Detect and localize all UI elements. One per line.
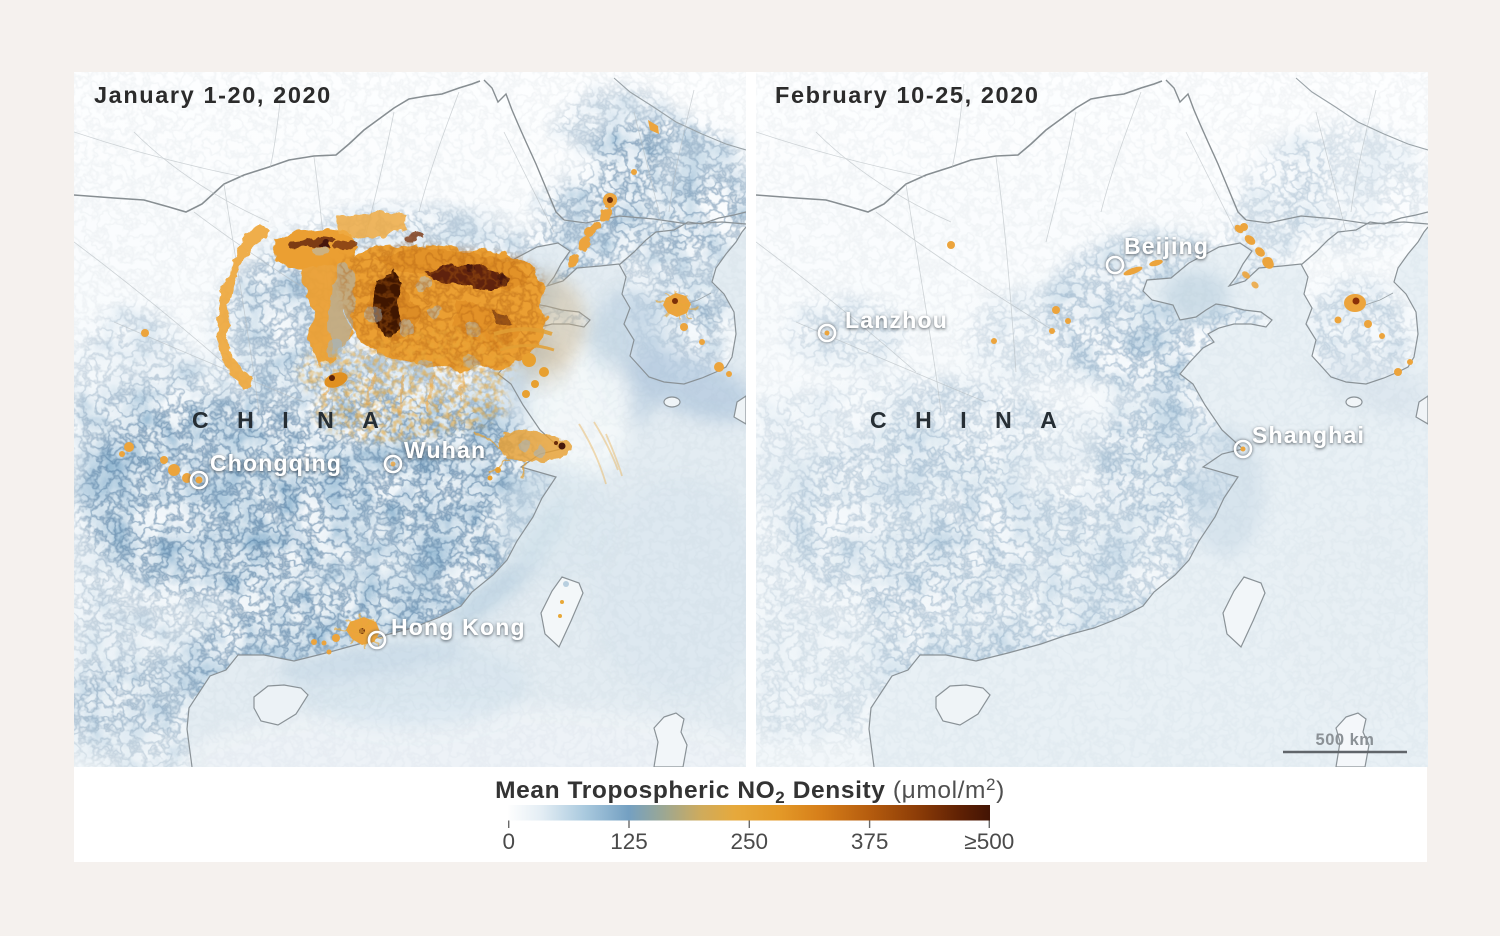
svg-text:Shanghai: Shanghai — [1252, 422, 1365, 448]
svg-text:Lanzhou: Lanzhou — [845, 307, 948, 333]
svg-text:500 km: 500 km — [1316, 731, 1375, 749]
svg-text:Hong Kong: Hong Kong — [391, 614, 526, 640]
svg-text:Chongqing: Chongqing — [210, 450, 342, 476]
svg-text:Mean Tropospheric NO2 Density: Mean Tropospheric NO2 Density (μmol/m2) — [495, 775, 1005, 807]
svg-text:Beijing: Beijing — [1124, 233, 1209, 259]
svg-text:250: 250 — [731, 829, 769, 854]
svg-text:≥500: ≥500 — [964, 829, 1014, 854]
svg-text:February 10-25, 2020: February 10-25, 2020 — [775, 82, 1040, 108]
svg-text:0: 0 — [502, 829, 515, 854]
svg-text:125: 125 — [610, 829, 648, 854]
svg-text:CHINA: CHINA — [870, 407, 1085, 433]
svg-text:Wuhan: Wuhan — [404, 437, 486, 463]
svg-text:CHINA: CHINA — [192, 407, 407, 433]
svg-text:January 1-20, 2020: January 1-20, 2020 — [94, 82, 332, 108]
svg-text:375: 375 — [851, 829, 889, 854]
